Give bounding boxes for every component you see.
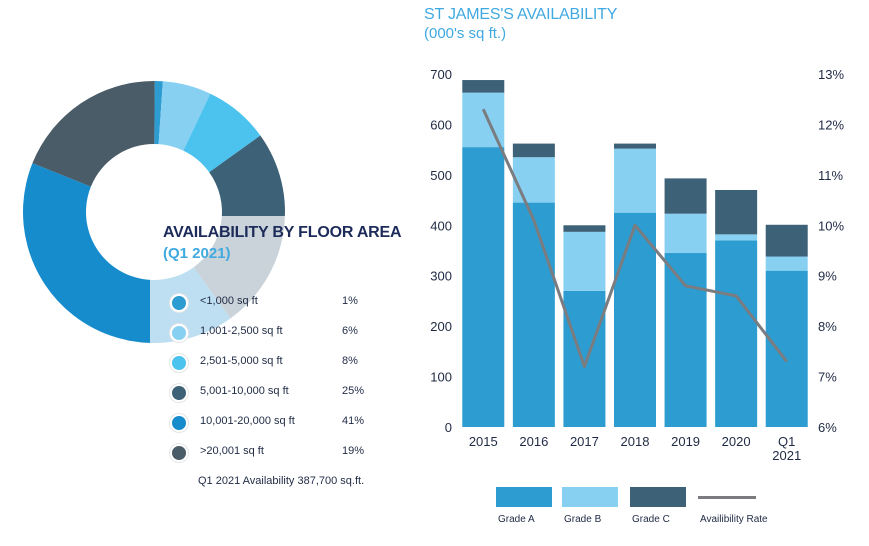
- bar-grade-c: [765, 224, 808, 257]
- x-tick-label: 2016: [519, 434, 548, 449]
- x-tick-label: 2019: [671, 434, 700, 449]
- bar-chart-subtitle: (000's sq ft.): [424, 25, 507, 42]
- legend-label: >20,001 sq ft: [200, 445, 264, 457]
- y-left-tick-label: 400: [430, 218, 452, 233]
- y-right-tick-label: 12%: [818, 117, 844, 132]
- legend-dot: [170, 294, 188, 312]
- legend-label-grade-c: Grade C: [632, 514, 670, 525]
- legend-percent: 6%: [342, 325, 358, 337]
- legend-dot: [170, 354, 188, 372]
- bar-grade-a: [715, 240, 758, 427]
- donut-slice: [32, 81, 155, 187]
- x-tick-label: 2020: [722, 434, 751, 449]
- y-right-tick-label: 13%: [818, 67, 844, 82]
- bar-grade-a: [512, 202, 555, 427]
- y-left-tick-label: 300: [430, 269, 452, 284]
- bar-grade-b: [715, 234, 758, 241]
- bar-grade-c: [664, 178, 707, 214]
- bar-grade-a: [614, 212, 656, 427]
- legend-swatch-grade-c: [630, 487, 686, 507]
- legend-dot: [170, 324, 188, 342]
- donut-slice: [183, 93, 261, 173]
- legend-label-grade-a: Grade A: [498, 514, 535, 525]
- legend-dot: [170, 414, 188, 432]
- x-tick-label: 2015: [469, 434, 498, 449]
- bar-grade-c: [462, 80, 505, 93]
- y-left-tick-label: 100: [430, 370, 452, 385]
- x-tick-label: Q1: [778, 434, 795, 449]
- bar-grade-b: [563, 231, 606, 291]
- legend-percent: 1%: [342, 295, 358, 307]
- legend-dot: [170, 444, 188, 462]
- legend-percent: 41%: [342, 415, 365, 427]
- bar-grade-a: [563, 290, 606, 427]
- bar-grade-c: [512, 143, 555, 158]
- availability-note: Q1 2021 Availability 387,700 sq.ft.: [198, 475, 365, 487]
- donut-slice: [158, 81, 211, 151]
- donut-subtitle: (Q1 2021): [163, 245, 231, 262]
- bar-grade-b: [512, 157, 555, 203]
- bar-grade-c: [614, 143, 656, 149]
- donut-slice: [154, 81, 163, 145]
- y-right-tick-label: 11%: [818, 168, 843, 183]
- y-left-tick-label: 600: [430, 117, 452, 132]
- y-right-tick-label: 7%: [818, 370, 837, 385]
- y-right-tick-label: 10%: [818, 218, 844, 233]
- legend-label: <1,000 sq ft: [200, 295, 258, 307]
- legend-label: 1,001-2,500 sq ft: [200, 325, 283, 337]
- legend-label-grade-b: Grade B: [564, 514, 602, 525]
- y-right-tick-label: 8%: [818, 319, 837, 334]
- legend-line-rate: [698, 496, 756, 499]
- legend-percent: 19%: [342, 445, 365, 457]
- y-left-tick-label: 200: [430, 319, 452, 334]
- bar-grade-b: [664, 213, 707, 254]
- legend-overlay: [150, 216, 405, 344]
- bar-grade-a: [664, 253, 707, 427]
- y-right-tick-label: 6%: [818, 420, 837, 435]
- bar-grade-c: [563, 225, 606, 232]
- legend-swatch-grade-a: [496, 487, 552, 507]
- legend-percent: 25%: [342, 385, 365, 397]
- bar-chart-title: ST JAMES'S AVAILABILITY: [424, 6, 618, 23]
- bar-grade-b: [614, 148, 656, 213]
- y-left-tick-label: 500: [430, 168, 452, 183]
- y-left-tick-label: 700: [430, 67, 452, 82]
- x-tick-label: 2021: [772, 448, 801, 463]
- x-tick-label: 2017: [570, 434, 599, 449]
- legend-swatch-grade-b: [562, 487, 618, 507]
- bar-grade-c: [715, 189, 758, 235]
- donut-title: AVAILABILITY BY FLOOR AREA: [163, 224, 402, 241]
- y-left-tick-label: 0: [445, 420, 452, 435]
- bar-grade-a: [765, 270, 808, 427]
- legend-label: 5,001-10,000 sq ft: [200, 385, 289, 397]
- legend-label: 2,501-5,000 sq ft: [200, 355, 283, 367]
- availability-rate-line: [481, 108, 788, 368]
- y-right-tick-label: 9%: [818, 269, 837, 284]
- legend-percent: 8%: [342, 355, 358, 367]
- bar-grade-b: [765, 256, 808, 271]
- bar-grade-a: [462, 147, 505, 427]
- legend-label: 10,001-20,000 sq ft: [200, 415, 295, 427]
- legend-dot: [170, 384, 188, 402]
- legend-label-rate: Availibility Rate: [700, 514, 768, 525]
- x-tick-label: 2018: [621, 434, 650, 449]
